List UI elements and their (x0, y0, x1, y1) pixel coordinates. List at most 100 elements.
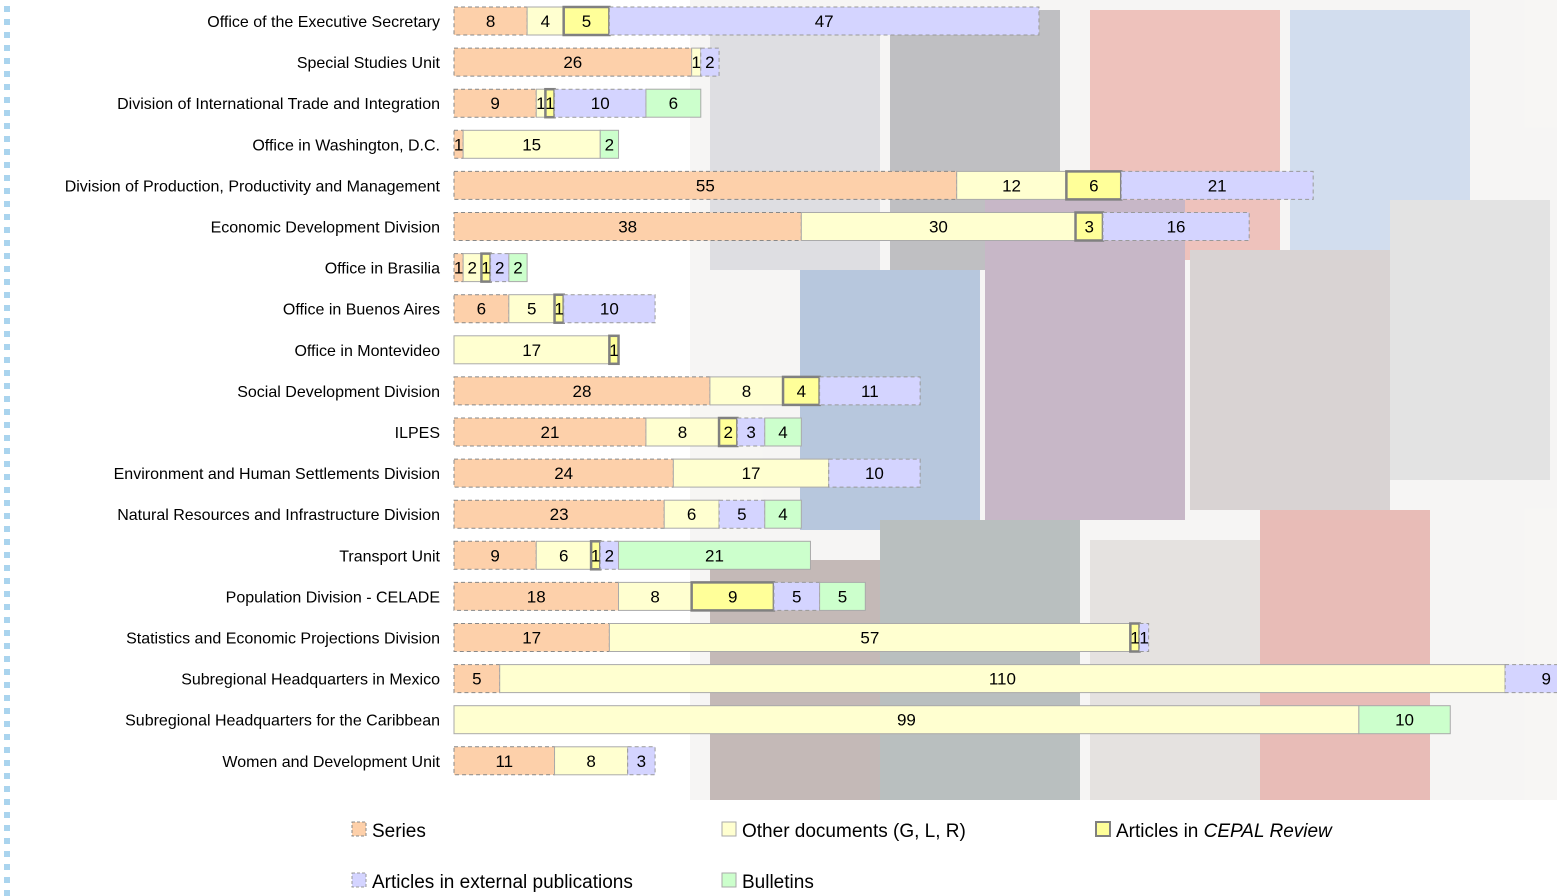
border-dot (4, 513, 10, 519)
value-label-ilpes-series-0: 21 (541, 423, 560, 442)
border-dot (4, 253, 10, 259)
value-label-transport-unit-series-3: 2 (605, 546, 614, 565)
border-dot (4, 474, 10, 480)
value-label-social-development-division-series-3: 11 (861, 382, 879, 401)
value-label-office-in-brasilia-series-4: 2 (513, 259, 522, 278)
border-dot (4, 552, 10, 558)
border-dot (4, 240, 10, 246)
border-dot (4, 773, 10, 779)
legend-swatch-4 (721, 872, 737, 888)
category-label-division-of-production-productivity-and-management: Division of Production, Productivity and… (65, 178, 441, 195)
bar-division-of-international-trade-and-integration-series-0 (453, 88, 537, 118)
legend-swatch-1 (721, 821, 737, 837)
category-label-population-division-celade: Population Division - CELADE (226, 589, 440, 606)
value-label-environment-and-human-settlements-division-series-3: 10 (865, 464, 884, 483)
bar-population-division-celade-series-4 (819, 581, 866, 611)
bar-statistics-and-economic-projections-division-series-1 (608, 623, 1131, 652)
border-dot (4, 383, 10, 389)
value-label-economic-development-division-series-3: 16 (1167, 218, 1186, 237)
value-label-subregional-headquarters-in-mexico-series-1: 110 (989, 670, 1016, 689)
bar-office-in-washington-d-c-series-4 (599, 129, 620, 159)
border-dot (4, 58, 10, 64)
bar-office-of-the-executive-secretary-series-3 (608, 6, 1040, 36)
legend-label-3: Articles in external publications (372, 872, 633, 893)
value-label-office-in-brasilia-series-3: 2 (495, 259, 504, 278)
border-dot (4, 682, 10, 688)
bar-economic-development-division-series-3 (1102, 212, 1250, 241)
bar-subregional-headquarters-in-mexico-series-1 (499, 664, 1506, 694)
value-label-natural-resources-and-infrastructure-division-series-0: 23 (550, 505, 569, 524)
value-label-ilpes-series-1: 8 (678, 423, 687, 442)
value-label-natural-resources-and-infrastructure-division-series-4: 4 (778, 505, 787, 524)
border-dot (4, 604, 10, 610)
bar-division-of-international-trade-and-integration-series-4 (645, 88, 702, 118)
category-labels-layer: Office of the Executive Secretary Special… (65, 14, 441, 771)
value-label-division-of-international-trade-and-integration-series-3: 10 (591, 94, 610, 113)
border-dot (4, 409, 10, 415)
border-dot (4, 305, 10, 311)
value-label-subregional-headquarters-in-mexico-series-0: 5 (472, 670, 481, 689)
value-label-division-of-international-trade-and-integration-series-4: 6 (669, 94, 678, 113)
value-label-statistics-and-economic-projections-division-series-3: 1 (1139, 629, 1148, 648)
border-dot (4, 890, 10, 896)
bar-office-in-washington-d-c-series-1 (462, 129, 601, 159)
category-label-social-development-division: Social Development Division (237, 384, 440, 401)
value-label-social-development-division-series-0: 28 (572, 382, 591, 401)
value-label-economic-development-division-series-0: 38 (618, 218, 637, 237)
border-dot (4, 357, 10, 363)
border-dot (4, 864, 10, 870)
value-label-ilpes-series-2: 2 (723, 423, 732, 442)
bar-subregional-headquarters-in-mexico-series-0 (453, 664, 501, 694)
value-label-social-development-division-series-1: 8 (742, 382, 751, 401)
bar-office-in-buenos-aires-series-0 (453, 294, 510, 324)
value-label-office-in-washington-d-c-series-0: 1 (454, 135, 463, 154)
category-label-office-of-the-executive-secretary: Office of the Executive Secretary (207, 14, 440, 31)
bar-women-and-development-unit-series-1 (554, 746, 629, 776)
value-label-women-and-development-unit-series-0: 11 (495, 752, 513, 771)
bar-transport-unit-series-1 (535, 540, 592, 570)
value-label-office-in-montevideo-series-1: 17 (522, 341, 541, 360)
category-label-special-studies-unit: Special Studies Unit (297, 55, 441, 72)
border-dot (4, 760, 10, 766)
bar-social-development-division-series-3 (819, 376, 921, 406)
bar-office-of-the-executive-secretary-series-1 (526, 6, 565, 36)
border-dot (4, 851, 10, 857)
bar-natural-resources-and-infrastructure-division-series-0 (453, 499, 665, 529)
border-dot (4, 435, 10, 441)
border-dot (4, 825, 10, 831)
border-dot (4, 461, 10, 467)
border-dot (4, 214, 10, 220)
value-label-special-studies-unit-series-1: 1 (691, 53, 700, 72)
value-label-ilpes-series-4: 4 (778, 423, 787, 442)
value-label-office-in-washington-d-c-series-4: 2 (605, 135, 614, 154)
border-dot (4, 227, 10, 233)
legend-swatch-3 (351, 872, 367, 888)
border-dot (4, 643, 10, 649)
value-label-division-of-production-productivity-and-management-series-2: 6 (1089, 176, 1098, 195)
value-label-division-of-production-productivity-and-management-series-1: 12 (1002, 176, 1021, 195)
value-label-office-in-washington-d-c-series-1: 15 (522, 135, 541, 154)
bar-office-in-montevideo-series-2 (608, 334, 620, 366)
value-label-environment-and-human-settlements-division-series-0: 24 (554, 464, 573, 483)
bar-women-and-development-unit-series-3 (627, 746, 656, 776)
legend: Series Other documents (G, L, R) Articles … (351, 821, 1333, 893)
value-label-division-of-production-productivity-and-management-series-0: 55 (696, 176, 715, 195)
value-label-subregional-headquarters-for-the-caribbean-series-4: 10 (1395, 711, 1414, 730)
bar-division-of-production-productivity-and-management-series-0 (453, 170, 958, 200)
value-label-office-in-buenos-aires-series-1: 5 (527, 300, 536, 319)
value-label-social-development-division-series-2: 4 (797, 382, 806, 401)
value-label-office-in-buenos-aires-series-0: 6 (477, 300, 486, 319)
value-label-office-in-buenos-aires-series-3: 10 (600, 300, 619, 319)
border-dot (4, 136, 10, 142)
bar-office-of-the-executive-secretary-series-2 (562, 5, 611, 37)
category-label-office-in-brasilia: Office in Brasilia (325, 261, 440, 278)
category-label-subregional-headquarters-in-mexico: Subregional Headquarters in Mexico (181, 672, 440, 689)
bar-division-of-international-trade-and-integration-series-3 (554, 88, 647, 118)
value-label-division-of-international-trade-and-integration-series-0: 9 (490, 94, 499, 113)
bar-special-studies-unit-series-0 (453, 47, 693, 77)
border-dot (4, 838, 10, 844)
value-label-office-of-the-executive-secretary-series-3: 47 (815, 12, 834, 31)
border-dot (4, 396, 10, 402)
value-label-office-of-the-executive-secretary-series-0: 8 (486, 12, 495, 31)
